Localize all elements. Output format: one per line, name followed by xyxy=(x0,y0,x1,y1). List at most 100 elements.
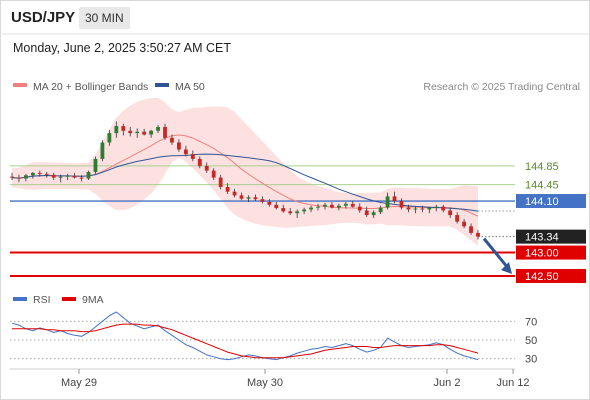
candle-body xyxy=(177,142,181,150)
x-tick-label: May 29 xyxy=(61,377,97,389)
candle xyxy=(114,121,119,138)
candle xyxy=(434,204,439,212)
ma50-legend-label: MA 50 xyxy=(175,81,205,93)
candle-body xyxy=(392,196,397,202)
candle-body xyxy=(37,172,42,174)
candle-body xyxy=(10,176,14,178)
interval-badge[interactable]: 30 MIN xyxy=(79,7,130,29)
candle-body xyxy=(128,130,133,134)
x-tick-label: Jun 2 xyxy=(434,377,461,389)
rsi-legend: RSI 9MA xyxy=(13,294,104,306)
rsi-panel: 70 50 30 xyxy=(10,311,537,366)
candle-body xyxy=(274,204,279,209)
candle-body xyxy=(218,177,223,187)
candle-body xyxy=(225,186,230,192)
candle-body xyxy=(302,209,307,212)
candle-body xyxy=(79,177,84,179)
candle xyxy=(58,174,63,183)
candle-body xyxy=(476,232,480,237)
candle xyxy=(448,207,453,218)
candle-body xyxy=(107,133,112,143)
level-label-144-45: 144.45 xyxy=(525,180,559,192)
candle xyxy=(190,150,195,162)
candle xyxy=(441,204,446,213)
candle xyxy=(183,145,188,157)
candle xyxy=(469,223,473,235)
candle-body xyxy=(246,197,251,199)
candle xyxy=(10,172,14,180)
candle xyxy=(399,198,404,210)
level-label-143-34: 143.34 xyxy=(525,232,559,244)
candle xyxy=(44,172,49,178)
candle xyxy=(476,230,480,240)
candlesticks xyxy=(10,121,480,240)
candle xyxy=(371,210,376,218)
candle-body xyxy=(23,175,28,179)
candle xyxy=(295,209,300,218)
candle-body xyxy=(295,211,300,214)
candle-body xyxy=(72,175,77,178)
rsi-tick-70: 70 xyxy=(525,316,537,328)
candle xyxy=(239,192,244,201)
candle-body xyxy=(316,206,320,208)
candle-body xyxy=(420,208,425,210)
candle xyxy=(37,170,42,177)
rsi-tick-50: 50 xyxy=(525,335,537,347)
candle-body xyxy=(462,221,467,227)
candle xyxy=(343,201,348,209)
candle xyxy=(316,203,320,211)
chart-header: USD/JPY 30 MIN xyxy=(0,0,590,36)
candle xyxy=(427,206,432,214)
candle-body xyxy=(427,207,432,210)
candle-body xyxy=(399,201,404,208)
candle xyxy=(107,129,112,146)
candle-body xyxy=(455,215,460,222)
level-label-box-144-10 xyxy=(516,194,586,209)
candle xyxy=(323,202,327,210)
level-label-box-143-34 xyxy=(516,229,586,244)
candle-body xyxy=(309,207,313,210)
candle-body xyxy=(330,204,334,208)
x-tick-label: May 30 xyxy=(247,377,283,389)
candle-body xyxy=(364,210,369,216)
candle xyxy=(79,175,84,182)
candle xyxy=(309,205,313,213)
candle xyxy=(420,205,425,213)
candle xyxy=(225,183,230,195)
symbol-label: USD/JPY xyxy=(11,9,76,26)
candle xyxy=(253,194,258,202)
level-label-box-142-50 xyxy=(516,268,586,283)
candle-body xyxy=(469,226,473,233)
candle-body xyxy=(260,199,265,202)
candle xyxy=(288,208,293,216)
candle xyxy=(170,134,174,145)
candle xyxy=(100,140,105,162)
timestamp: Monday, June 2, 2025 3:50:27 AM CET xyxy=(13,41,231,55)
candle xyxy=(23,173,28,182)
candle xyxy=(281,204,286,213)
level-label-142-50: 142.50 xyxy=(525,271,559,283)
candle xyxy=(462,218,467,229)
candle xyxy=(246,195,251,202)
candle-body xyxy=(288,211,293,214)
candle-body xyxy=(163,127,167,138)
candle xyxy=(413,206,418,214)
level-label-143-00: 143.00 xyxy=(525,248,559,260)
candle xyxy=(330,201,334,209)
candle xyxy=(232,188,237,198)
candle-body xyxy=(121,126,126,131)
candle xyxy=(197,156,202,169)
candle-body xyxy=(441,206,446,211)
main-legend: MA 20 + Bollinger Bands MA 50 Research ©… xyxy=(13,81,580,93)
candle xyxy=(156,125,160,134)
candle-body xyxy=(239,195,244,199)
rsi-legend-swatch xyxy=(13,297,27,301)
candle xyxy=(204,162,209,173)
candle-body xyxy=(371,212,376,216)
forecast-arrow-shaft xyxy=(482,237,510,269)
candle xyxy=(93,156,98,174)
x-tick-label: Jun 12 xyxy=(496,377,529,389)
candle xyxy=(128,127,133,137)
candle xyxy=(142,128,147,136)
candle xyxy=(357,203,362,213)
